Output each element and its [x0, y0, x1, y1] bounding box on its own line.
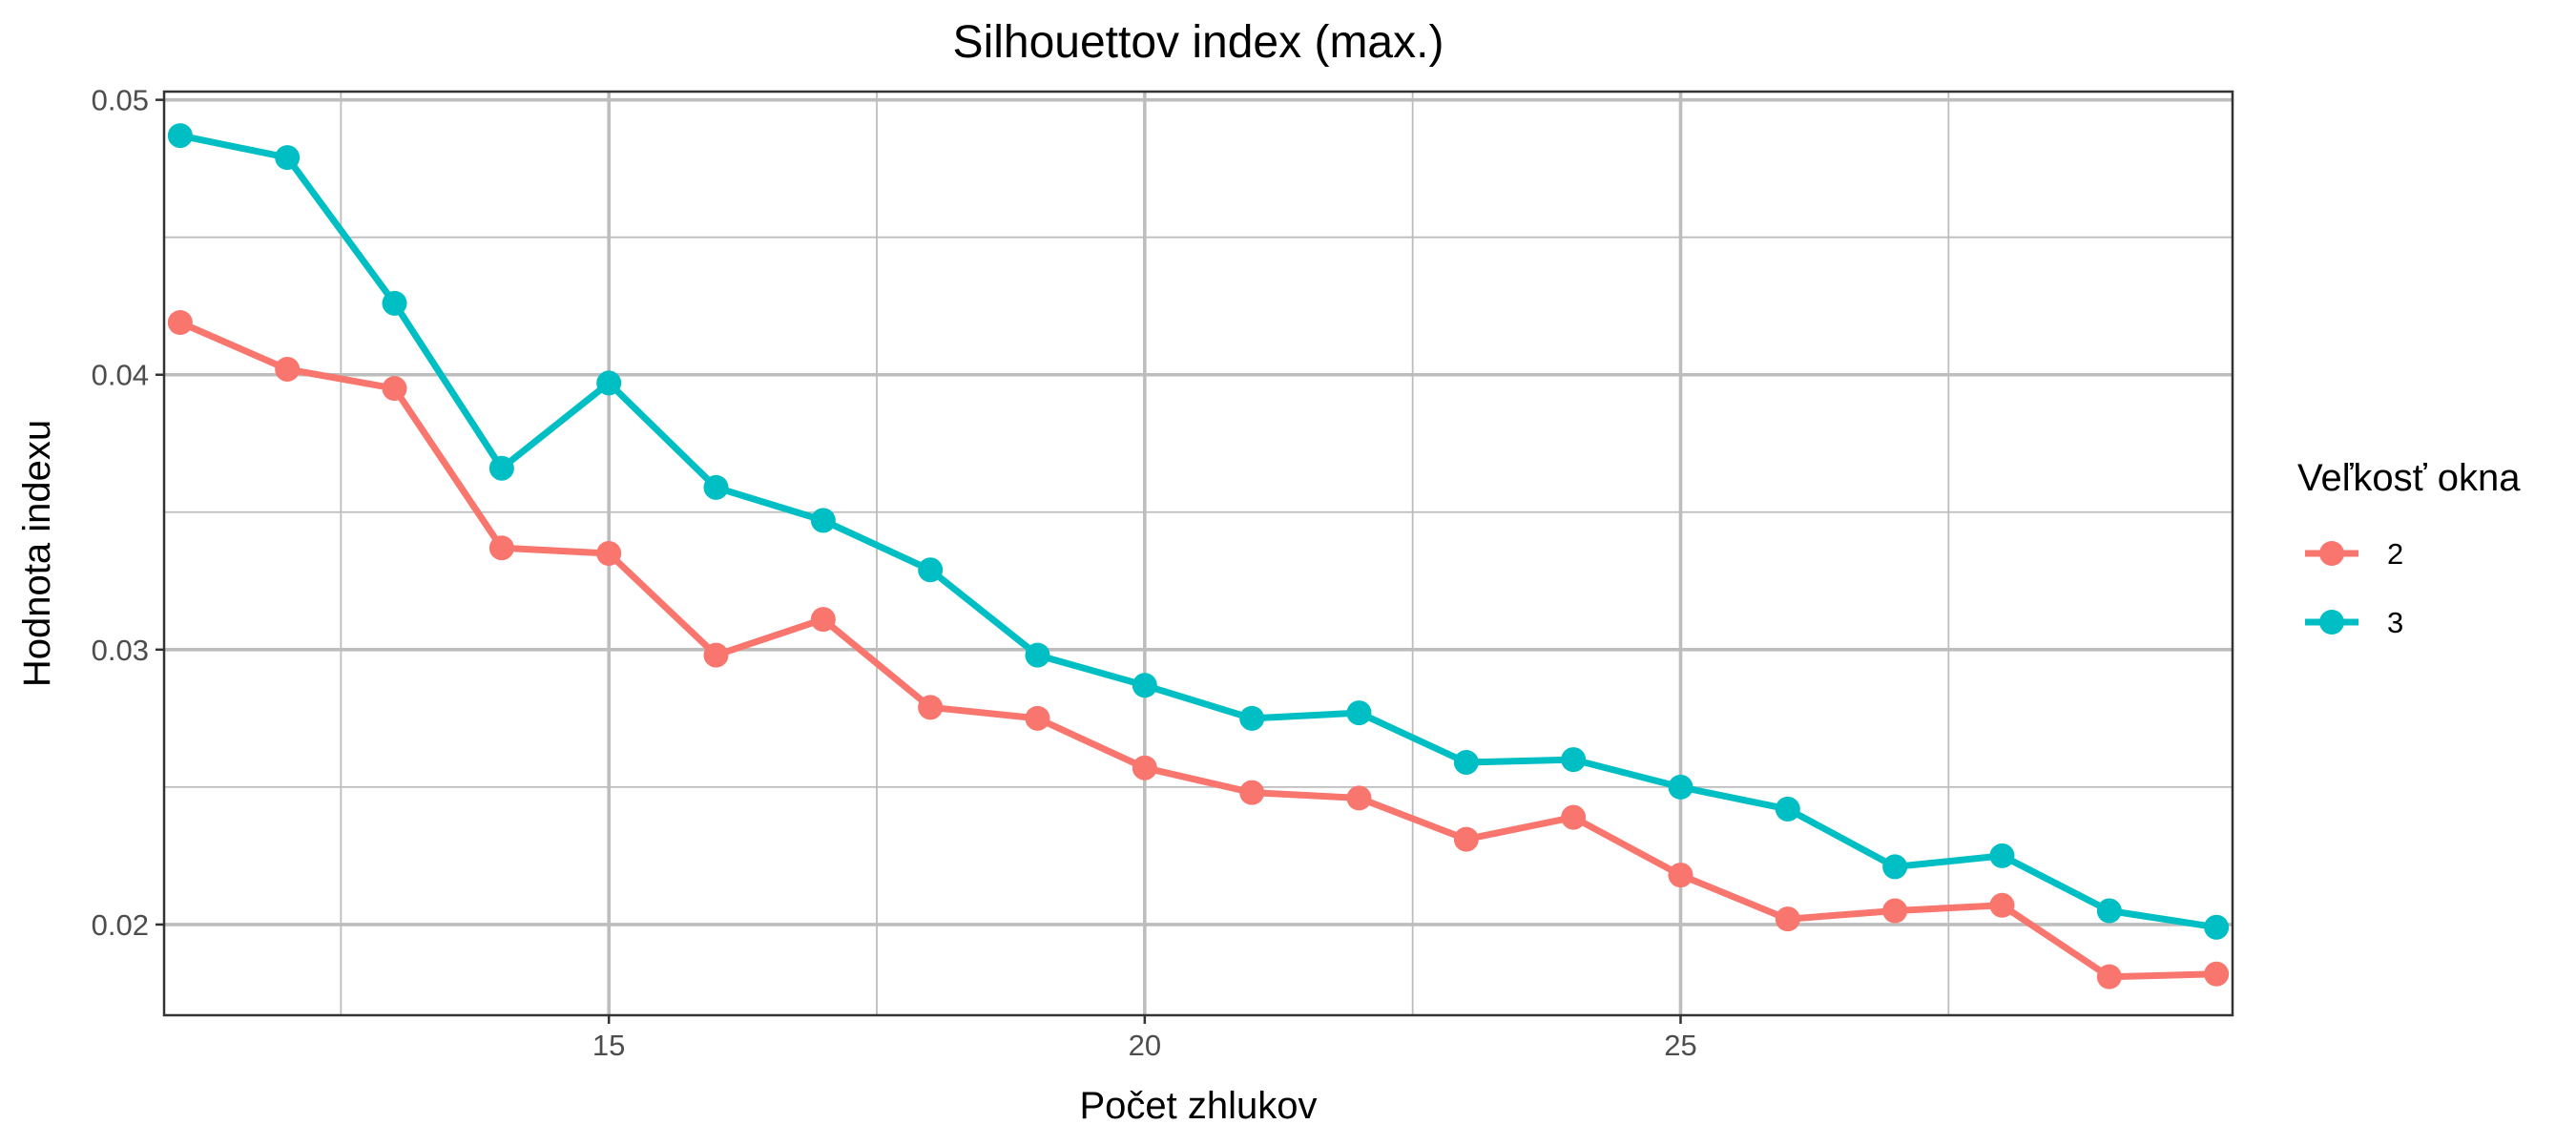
plot-panel-border [162, 90, 2234, 1017]
data-point-series-2 [1882, 898, 1908, 924]
axes: 15 20 25 0.02 0.03 0.04 0.05 [92, 84, 1697, 1062]
series-line-3 [177, 132, 2220, 931]
x-axis-title: Počet zhlukov [1079, 1085, 1317, 1127]
data-point-series-2 [382, 376, 407, 402]
data-point-series-2 [918, 695, 944, 720]
data-point-series-2 [2096, 964, 2122, 989]
y-tick-label: 0.04 [92, 359, 149, 392]
data-point-series-2 [1453, 826, 1479, 852]
legend-key-point-2 [2319, 541, 2344, 566]
data-point-series-3 [596, 370, 622, 396]
data-point-series-2 [1775, 906, 1800, 932]
data-point-series-3 [2204, 914, 2230, 940]
data-point-series-3 [1561, 747, 1587, 773]
plot-series [167, 123, 2230, 989]
legend-title: Veľkosť okna [2297, 457, 2521, 499]
data-point-series-2 [1989, 892, 2015, 918]
data-point-series-3 [1025, 642, 1050, 668]
grid [164, 92, 2233, 1015]
data-point-series-3 [382, 290, 407, 316]
legend-label-3: 3 [2387, 606, 2403, 639]
data-point-series-2 [1239, 780, 1265, 805]
data-point-series-3 [918, 557, 944, 583]
data-point-series-3 [1132, 673, 1157, 698]
data-point-series-2 [275, 356, 301, 382]
data-point-series-3 [1346, 700, 1372, 726]
data-point-series-3 [810, 508, 836, 533]
data-point-series-3 [488, 455, 514, 481]
legend: Veľkosť okna 2 3 [2297, 457, 2521, 639]
data-point-series-2 [810, 607, 836, 633]
data-point-series-2 [1025, 705, 1050, 731]
data-point-series-3 [703, 474, 729, 500]
data-point-series-3 [1775, 796, 1800, 822]
data-point-series-2 [1132, 755, 1157, 781]
data-point-series-2 [2204, 961, 2230, 987]
data-point-series-3 [167, 123, 193, 149]
data-point-series-3 [1668, 774, 1693, 800]
y-tick-label: 0.02 [92, 908, 149, 942]
data-point-series-2 [1668, 863, 1693, 888]
data-point-series-3 [1453, 749, 1479, 775]
data-point-series-3 [1882, 854, 1908, 880]
x-tick-label: 25 [1664, 1029, 1696, 1062]
data-point-series-3 [275, 145, 301, 171]
data-point-series-2 [167, 310, 193, 335]
data-point-series-2 [703, 642, 729, 668]
legend-key-point-3 [2319, 610, 2344, 635]
chart-title: Silhouettov index (max.) [953, 17, 1444, 68]
y-axis-title: Hodnota indexu [16, 420, 58, 687]
series-line-2 [177, 319, 2220, 981]
data-point-series-2 [488, 535, 514, 561]
data-point-series-3 [2096, 898, 2122, 924]
data-point-series-2 [1561, 804, 1587, 830]
legend-label-2: 2 [2387, 537, 2403, 571]
y-tick-label: 0.05 [92, 84, 149, 117]
x-tick-label: 15 [592, 1029, 625, 1062]
data-point-series-3 [1989, 843, 2015, 868]
data-point-series-3 [1239, 705, 1265, 731]
y-tick-label: 0.03 [92, 634, 149, 667]
data-point-series-2 [1346, 785, 1372, 811]
x-tick-label: 20 [1129, 1029, 1161, 1062]
data-point-series-2 [596, 541, 622, 566]
